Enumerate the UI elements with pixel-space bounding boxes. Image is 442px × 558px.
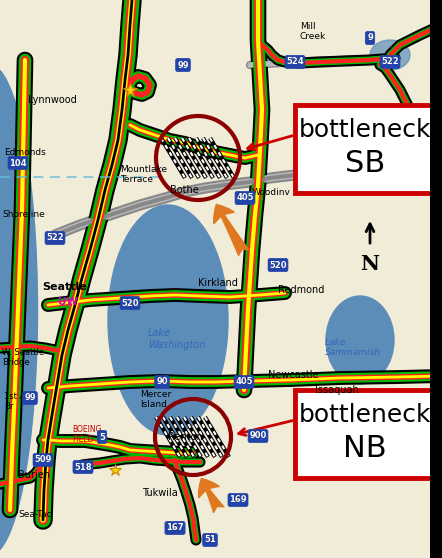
Text: N: N — [360, 254, 380, 274]
Text: 522: 522 — [381, 57, 399, 66]
Text: 90: 90 — [156, 378, 168, 387]
Text: 522: 522 — [46, 233, 64, 243]
Text: 104: 104 — [10, 158, 26, 167]
Text: 520: 520 — [122, 299, 138, 307]
Text: 169: 169 — [229, 496, 247, 504]
Text: Bothe: Bothe — [170, 185, 199, 195]
Text: 99: 99 — [25, 393, 35, 402]
Text: Seattle: Seattle — [42, 282, 87, 292]
Text: bottleneck: bottleneck — [299, 118, 431, 142]
Text: 524: 524 — [287, 57, 303, 66]
Text: bottleneck: bottleneck — [299, 403, 431, 427]
Text: Issaquah: Issaquah — [315, 385, 359, 395]
Text: Woodinv: Woodinv — [252, 188, 291, 197]
Text: 51: 51 — [204, 536, 216, 545]
Text: NB: NB — [343, 435, 387, 464]
Ellipse shape — [326, 296, 394, 384]
Ellipse shape — [370, 40, 410, 70]
Text: 518: 518 — [75, 463, 91, 472]
Text: 405: 405 — [236, 378, 252, 387]
Text: 520: 520 — [269, 261, 287, 270]
Bar — [430, 0, 442, 558]
Text: Lynnwood: Lynnwood — [28, 95, 77, 105]
Text: 99: 99 — [178, 60, 188, 70]
Text: 99: 99 — [177, 60, 189, 70]
Text: 9: 9 — [367, 33, 373, 42]
Text: Redmond: Redmond — [278, 285, 324, 295]
Text: 509: 509 — [35, 455, 51, 464]
Text: Newcastle: Newcastle — [268, 370, 319, 380]
Text: 900: 900 — [250, 431, 266, 440]
Text: 405: 405 — [237, 194, 253, 203]
Text: BOEING
FIELD: BOEING FIELD — [72, 425, 102, 444]
Text: 900: 900 — [249, 431, 267, 440]
Text: 9: 9 — [367, 33, 373, 42]
Text: 51: 51 — [205, 536, 215, 545]
Ellipse shape — [0, 65, 38, 555]
Text: SB: SB — [345, 150, 385, 179]
Text: 99: 99 — [24, 393, 36, 402]
Ellipse shape — [108, 205, 228, 435]
Text: 5: 5 — [99, 432, 105, 441]
Text: 1st A
Br: 1st A Br — [4, 392, 25, 411]
Text: 520: 520 — [121, 299, 139, 307]
Text: Burien: Burien — [18, 470, 50, 480]
Text: UW: UW — [58, 297, 78, 307]
Text: W. Seattle
Bridge: W. Seattle Bridge — [2, 348, 44, 367]
Text: Mountlake
Terrace: Mountlake Terrace — [120, 165, 167, 184]
Text: Shoreline: Shoreline — [2, 210, 45, 219]
Text: 169: 169 — [230, 496, 246, 504]
Text: 405: 405 — [235, 378, 253, 387]
Text: 104: 104 — [9, 158, 27, 167]
FancyBboxPatch shape — [295, 390, 435, 478]
Text: 509: 509 — [34, 455, 52, 464]
Text: Edmonds: Edmonds — [4, 148, 46, 157]
Text: Sea-Tac: Sea-Tac — [18, 510, 52, 519]
Text: 167: 167 — [166, 523, 184, 532]
Text: Kirkland: Kirkland — [198, 278, 238, 288]
Text: 5: 5 — [99, 432, 105, 441]
Text: 524: 524 — [286, 57, 304, 66]
Text: Tukwila: Tukwila — [142, 488, 178, 498]
Text: Mercer
Island: Mercer Island — [140, 390, 171, 410]
Text: 90: 90 — [157, 378, 167, 387]
Text: Lake
Sammamish: Lake Sammamish — [325, 338, 381, 358]
Text: Renton: Renton — [168, 432, 203, 442]
Text: Mill
Creek: Mill Creek — [300, 22, 326, 41]
Text: 518: 518 — [74, 463, 92, 472]
Text: 405: 405 — [236, 194, 254, 203]
Text: 167: 167 — [167, 523, 183, 532]
Text: 522: 522 — [47, 233, 63, 243]
FancyBboxPatch shape — [295, 105, 435, 193]
Text: Lake
Washington: Lake Washington — [148, 328, 206, 350]
Text: 520: 520 — [270, 261, 286, 270]
Text: 522: 522 — [382, 57, 398, 66]
